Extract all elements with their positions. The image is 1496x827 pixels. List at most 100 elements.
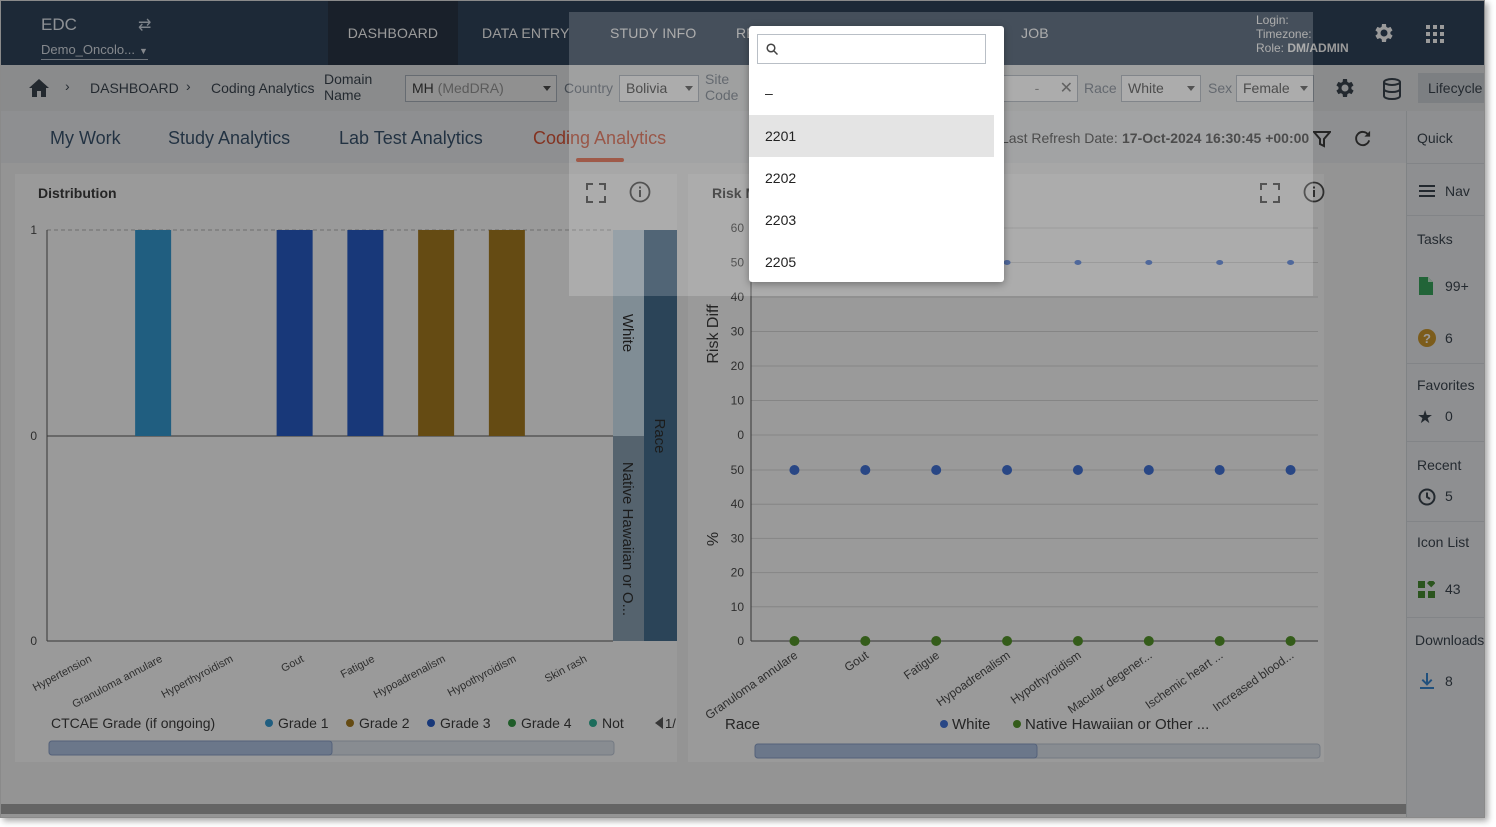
refresh-value: 17-Oct-2024 16:30:45 +00:00 xyxy=(1122,130,1310,146)
widgets-icon[interactable] xyxy=(1418,581,1435,598)
dropdown-option[interactable]: 2203 xyxy=(765,212,797,228)
tab-coding-analytics[interactable]: Coding Analytics xyxy=(533,128,667,148)
sex-select[interactable]: Female xyxy=(1236,75,1314,102)
y-tick-label: 50 xyxy=(731,463,745,477)
legend-marker xyxy=(265,719,273,727)
swap-icon[interactable]: ⇄ xyxy=(138,17,152,34)
y-tick-label: 30 xyxy=(731,531,745,545)
race-select[interactable]: White xyxy=(1121,75,1201,102)
legend-marker xyxy=(508,719,516,727)
tab-study-analytics[interactable]: Study Analytics xyxy=(168,128,291,148)
rail-help-count[interactable]: 6 xyxy=(1445,330,1453,346)
data-point xyxy=(860,465,871,475)
info-icon[interactable] xyxy=(629,181,651,203)
tab-my-work[interactable]: My Work xyxy=(50,128,121,148)
document-icon[interactable] xyxy=(1419,277,1433,295)
legend-marker xyxy=(589,719,597,727)
study-selector[interactable]: Demo_Oncolo... ▼ xyxy=(41,42,148,60)
dropdown-option-selected[interactable]: 2201 xyxy=(749,115,994,157)
legend-title: CTCAE Grade (if ongoing) xyxy=(51,715,215,731)
x-tick-label: Gout xyxy=(842,648,872,675)
tab-lab-test-analytics[interactable]: Lab Test Analytics xyxy=(339,128,483,148)
distribution-card: Distribution 1 0 0 Hypertension Granuloma an… xyxy=(15,174,677,762)
y-tick-label: 20 xyxy=(731,359,745,373)
y-tick-label: 0 xyxy=(30,429,37,443)
study-name: Demo_Oncolo... xyxy=(41,42,135,57)
nav-tab-job[interactable]: JOB xyxy=(1021,25,1049,41)
home-icon[interactable] xyxy=(29,79,49,97)
data-point xyxy=(1143,636,1154,646)
legend-entry: Grade 4 xyxy=(521,715,572,731)
role-value: DM/ADMIN xyxy=(1287,41,1349,55)
rail-recent-count[interactable]: 5 xyxy=(1445,488,1453,504)
x-tick-label: Granuloma annulare xyxy=(703,648,801,722)
rail-icon-list-count[interactable]: 43 xyxy=(1445,581,1461,597)
rail-nav-label[interactable]: Nav xyxy=(1445,183,1470,199)
legend-marker xyxy=(427,719,435,727)
legend-entry: White xyxy=(952,716,990,733)
facet-strip xyxy=(613,230,644,436)
risk-point xyxy=(1145,260,1153,265)
settings-icon[interactable] xyxy=(1332,76,1356,100)
facet-label: Native Hawaiian or O... xyxy=(619,462,636,616)
rail-tasks-count[interactable]: 99+ xyxy=(1445,278,1469,294)
search-icon xyxy=(766,43,778,55)
apps-grid-icon[interactable] xyxy=(1426,25,1444,43)
bar xyxy=(135,230,172,436)
rail-recent-label: Recent xyxy=(1417,457,1462,473)
lifecycle-button[interactable]: Lifecycle xyxy=(1418,73,1484,103)
refresh-icon[interactable] xyxy=(1353,129,1372,148)
legend-entry: Grade 1 xyxy=(278,715,329,731)
y-tick-label: 20 xyxy=(731,566,745,580)
y-axis-label: % xyxy=(705,532,722,546)
database-icon[interactable] xyxy=(1382,78,1402,100)
bar xyxy=(488,230,525,436)
domain-label: Domain Name xyxy=(324,71,373,103)
facet-title-strip xyxy=(644,230,677,641)
star-icon[interactable]: ★ xyxy=(1417,407,1434,427)
expand-icon[interactable] xyxy=(1259,182,1281,204)
dropdown-search-input[interactable] xyxy=(757,34,986,64)
timezone-label: Timezone: xyxy=(1256,27,1312,41)
x-tick-label: Hypothyroidism xyxy=(1008,648,1084,707)
legend-entry: Grade 2 xyxy=(359,715,410,731)
x-tick-label: Hyperthyroidism xyxy=(159,653,235,701)
rail-quick-label: Quick xyxy=(1417,130,1453,146)
dropdown-option[interactable]: 2202 xyxy=(765,170,797,186)
legend-marker xyxy=(940,720,948,728)
x-tick-label: Gout xyxy=(279,653,306,675)
legend-page: 1/ xyxy=(665,716,676,731)
filter-icon[interactable] xyxy=(1313,130,1331,148)
data-point xyxy=(1214,636,1225,646)
range-slider-window xyxy=(48,740,333,756)
data-point xyxy=(1143,465,1154,475)
rail-downloads-count[interactable]: 8 xyxy=(1445,673,1453,689)
breadcrumb-dashboard[interactable]: DASHBOARD xyxy=(90,80,179,96)
gear-icon[interactable] xyxy=(1371,21,1395,45)
nav-tab-dashboard[interactable]: DASHBOARD xyxy=(328,1,458,65)
rail-favorites-count[interactable]: 0 xyxy=(1445,408,1453,424)
menu-icon[interactable] xyxy=(1419,185,1435,197)
expand-icon[interactable] xyxy=(585,182,607,204)
help-icon[interactable]: ? xyxy=(1418,329,1436,347)
download-icon[interactable] xyxy=(1420,673,1434,689)
dropdown-option[interactable]: – xyxy=(765,85,773,101)
active-tab-indicator xyxy=(576,158,624,162)
site-code-dropdown: – 2201 2202 2203 2205 xyxy=(749,26,1004,282)
horizontal-scrollbar[interactable] xyxy=(1,804,1406,814)
info-icon[interactable] xyxy=(1303,181,1325,203)
date-range-input[interactable]: - ✕ xyxy=(996,75,1078,102)
legend-marker xyxy=(346,719,354,727)
clock-icon[interactable] xyxy=(1418,488,1436,506)
data-point xyxy=(1285,636,1296,646)
y-tick-label: 0 xyxy=(737,428,744,442)
dropdown-option[interactable]: 2205 xyxy=(765,254,797,270)
country-select[interactable]: Bolivia xyxy=(619,75,699,102)
nav-tab-study-info[interactable]: STUDY INFO xyxy=(610,25,697,41)
nav-tab-data-entry[interactable]: DATA ENTRY xyxy=(482,25,570,41)
data-point xyxy=(1285,465,1296,475)
y-tick-label: 0 xyxy=(737,634,744,648)
analytics-tabs: My Work Study Analytics Lab Test Analyti… xyxy=(1,111,1406,163)
domain-select[interactable]: MH (MedDRA) xyxy=(405,75,557,102)
